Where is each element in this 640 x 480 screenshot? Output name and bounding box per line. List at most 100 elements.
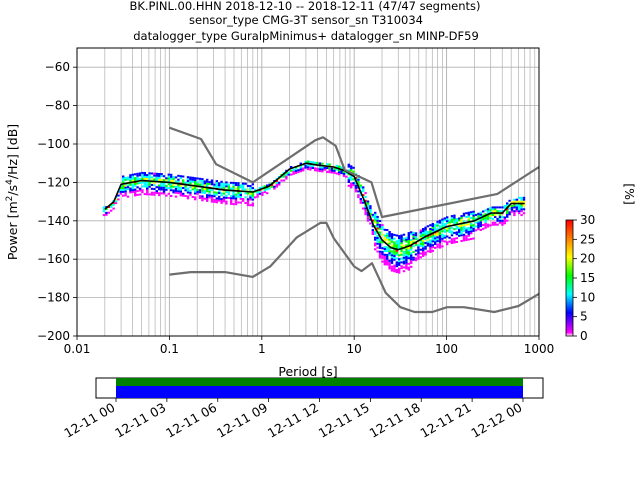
heatmap-cell bbox=[412, 241, 415, 244]
heatmap-cell bbox=[467, 223, 470, 226]
heatmap-cell bbox=[374, 225, 377, 228]
heatmap-cell bbox=[443, 225, 446, 228]
heatmap-cell bbox=[134, 177, 137, 180]
heatmap-cell bbox=[340, 166, 343, 169]
heatmap-cell bbox=[246, 200, 250, 203]
heatmap-cell bbox=[474, 217, 478, 220]
heatmap-cell bbox=[266, 188, 269, 191]
heatmap-cell bbox=[335, 164, 338, 167]
heatmap-cell bbox=[496, 206, 499, 209]
heatmap-cell bbox=[222, 185, 226, 187]
colorbar-label: [%] bbox=[622, 183, 637, 205]
heatmap-cell bbox=[419, 252, 422, 255]
heatmap-cell bbox=[414, 243, 418, 246]
heatmap-cell bbox=[477, 216, 480, 219]
heatmap-cell bbox=[458, 217, 461, 220]
heatmap-cell bbox=[162, 184, 166, 187]
heatmap-cell bbox=[170, 179, 173, 182]
heatmap-cell bbox=[376, 215, 379, 218]
heatmap-cell bbox=[316, 169, 319, 172]
heatmap-cell bbox=[506, 213, 509, 216]
heatmap-cell bbox=[215, 199, 218, 202]
heatmap-cell bbox=[400, 242, 403, 245]
heatmap-cell bbox=[198, 179, 202, 182]
heatmap-cell bbox=[174, 187, 178, 190]
heatmap-cell bbox=[441, 230, 444, 233]
heatmap-cell bbox=[407, 234, 410, 236]
heatmap-cell bbox=[407, 239, 410, 242]
heatmap-cell bbox=[405, 257, 408, 260]
heatmap-cell bbox=[136, 190, 139, 193]
heatmap-cell bbox=[326, 163, 329, 166]
heatmap-cell bbox=[506, 215, 509, 218]
heatmap-cell bbox=[191, 176, 194, 179]
heatmap-cell bbox=[122, 187, 125, 189]
heatmap-cell bbox=[182, 194, 185, 197]
heatmap-cell bbox=[141, 173, 144, 176]
heatmap-cell bbox=[225, 191, 228, 193]
heatmap-cell bbox=[328, 169, 331, 172]
heatmap-cell bbox=[258, 187, 262, 189]
heatmap-cell bbox=[198, 177, 202, 180]
heatmap-cell bbox=[251, 204, 254, 207]
heatmap-cell bbox=[237, 201, 240, 204]
heatmap-cell bbox=[350, 186, 353, 189]
heatmap-cell bbox=[158, 188, 161, 191]
heatmap-cell bbox=[268, 183, 271, 186]
heatmap-cell bbox=[330, 167, 334, 170]
heatmap-cell bbox=[102, 208, 106, 211]
heatmap-cell bbox=[105, 213, 108, 216]
heatmap-cell bbox=[431, 236, 434, 239]
heatmap-cell bbox=[201, 183, 204, 186]
heatmap-cell bbox=[172, 178, 175, 180]
heatmap-cell bbox=[239, 201, 242, 204]
heatmap-cell bbox=[395, 263, 398, 266]
noise-model-high-line bbox=[169, 126, 540, 219]
heatmap-cell bbox=[213, 199, 216, 201]
heatmap-cell bbox=[522, 196, 526, 199]
heatmap-cell bbox=[374, 248, 377, 251]
heatmap-cell bbox=[436, 222, 439, 225]
heatmap-cell bbox=[162, 182, 166, 185]
heatmap-cell bbox=[520, 198, 523, 201]
heatmap-cell bbox=[237, 195, 240, 198]
heatmap-cell bbox=[383, 261, 386, 264]
heatmap-cell bbox=[431, 246, 434, 249]
heatmap-cell bbox=[518, 200, 521, 203]
heatmap-cell bbox=[510, 204, 514, 207]
heatmap-cell bbox=[347, 179, 350, 182]
heatmap-cell bbox=[467, 217, 470, 220]
heatmap-cell bbox=[114, 198, 118, 201]
heatmap-cell bbox=[158, 194, 161, 197]
heatmap-cell bbox=[510, 208, 514, 211]
heatmap-cell bbox=[412, 237, 415, 240]
heatmap-cell bbox=[369, 209, 372, 211]
heatmap-cell bbox=[486, 212, 490, 215]
heatmap-cell bbox=[450, 240, 454, 243]
heatmap-cell bbox=[299, 166, 302, 169]
heatmap-cell bbox=[174, 191, 178, 194]
heatmap-cell bbox=[467, 219, 470, 222]
heatmap-cell bbox=[215, 180, 218, 183]
heatmap-cell bbox=[390, 269, 394, 272]
heatmap-cell bbox=[518, 204, 521, 207]
heatmap-cell bbox=[386, 246, 389, 249]
heatmap-cell bbox=[520, 206, 523, 209]
heatmap-cell bbox=[414, 253, 418, 256]
heatmap-cell bbox=[393, 233, 396, 236]
heatmap-cell bbox=[378, 225, 382, 228]
heatmap-cell bbox=[244, 202, 247, 204]
heatmap-cell bbox=[446, 218, 449, 221]
heatmap-cell bbox=[354, 190, 358, 193]
heatmap-cell bbox=[400, 251, 403, 254]
heatmap-cell bbox=[388, 236, 391, 239]
heatmap-cell bbox=[369, 205, 372, 208]
heatmap-cell bbox=[479, 219, 482, 222]
heatmap-cell bbox=[239, 186, 242, 189]
heatmap-cell bbox=[422, 253, 425, 255]
heatmap-cell bbox=[429, 243, 432, 246]
heatmap-cell bbox=[513, 204, 516, 207]
heatmap-cell bbox=[441, 218, 444, 221]
heatmap-cell bbox=[510, 201, 514, 204]
heatmap-cell bbox=[179, 184, 182, 187]
